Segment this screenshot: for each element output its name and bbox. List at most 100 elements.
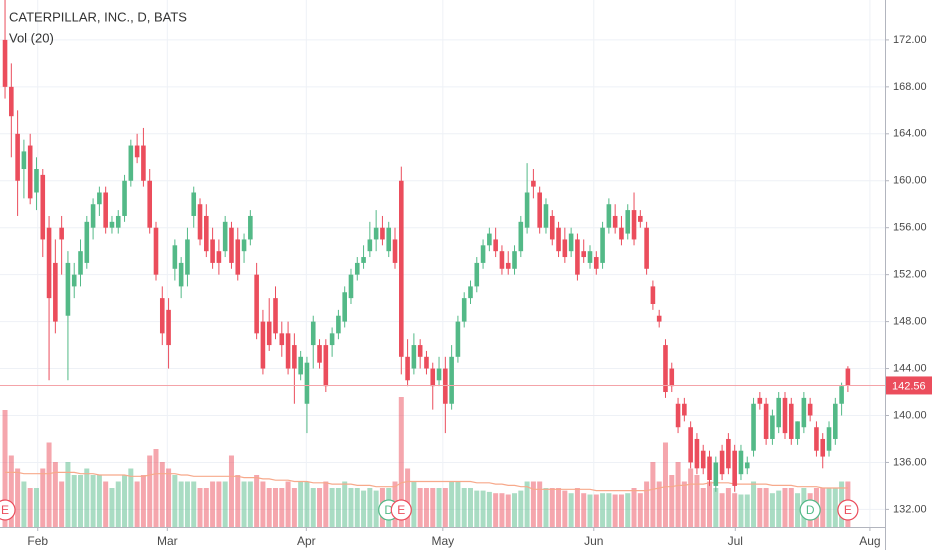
volume-bar bbox=[8, 455, 14, 527]
candle-body bbox=[285, 333, 291, 369]
volume-bar bbox=[574, 488, 580, 527]
volume-bar bbox=[556, 488, 562, 527]
candle-body bbox=[430, 368, 436, 387]
volume-bar bbox=[361, 490, 367, 527]
candle-body bbox=[436, 368, 442, 381]
volume-bar bbox=[581, 493, 587, 527]
candle-body bbox=[833, 403, 838, 439]
volume-bar bbox=[776, 490, 782, 527]
candle-body bbox=[468, 286, 473, 299]
volume-bar bbox=[254, 475, 260, 527]
candle-body bbox=[694, 438, 700, 469]
event-label: E bbox=[397, 503, 405, 517]
candle-body bbox=[751, 403, 756, 451]
volume-bar bbox=[486, 491, 492, 527]
volume-bar bbox=[518, 490, 524, 527]
candle-body bbox=[820, 438, 826, 457]
candle-body bbox=[512, 251, 517, 269]
volume-bar bbox=[90, 475, 96, 527]
candle-body bbox=[27, 145, 33, 199]
candle-body bbox=[122, 180, 127, 216]
candle-body bbox=[593, 257, 599, 269]
candle-body bbox=[524, 192, 530, 228]
volume-bar bbox=[260, 481, 266, 527]
candle-body bbox=[78, 251, 83, 275]
volume-bar bbox=[71, 475, 77, 527]
volume-bar bbox=[499, 493, 505, 527]
candle-body bbox=[9, 86, 14, 117]
y-tick-label: 152.00 bbox=[893, 269, 927, 281]
y-tick-label: 140.00 bbox=[893, 409, 927, 421]
candle-body bbox=[556, 227, 561, 252]
volume-bar bbox=[467, 488, 473, 527]
volume-bar bbox=[751, 481, 757, 527]
volume-bar bbox=[159, 462, 165, 527]
candle-body bbox=[222, 221, 228, 252]
volume-bar bbox=[417, 488, 423, 527]
volume-bar bbox=[2, 410, 8, 527]
volume-bar bbox=[241, 481, 247, 527]
candle-body bbox=[279, 333, 285, 346]
volume-bar bbox=[480, 490, 486, 527]
candle-body bbox=[600, 227, 605, 263]
volume-bar bbox=[405, 468, 411, 527]
volume-ma-line bbox=[5, 471, 848, 492]
volume-bar bbox=[122, 475, 128, 527]
candle-body bbox=[153, 227, 159, 275]
volume-bar bbox=[285, 481, 291, 527]
volume-bar bbox=[210, 481, 216, 527]
x-tick-label: May bbox=[431, 534, 454, 548]
candle-body bbox=[97, 192, 102, 205]
volume-bar bbox=[530, 481, 536, 527]
candle-body bbox=[612, 215, 618, 228]
volume-bar bbox=[411, 481, 417, 527]
candle-body bbox=[845, 368, 851, 386]
y-tick-label: 132.00 bbox=[893, 503, 927, 515]
candle-body bbox=[493, 239, 498, 252]
volume-bar bbox=[675, 462, 681, 527]
candle-body bbox=[638, 215, 643, 222]
volume-bar bbox=[140, 475, 146, 527]
volume-bar bbox=[568, 493, 574, 527]
candle-body bbox=[59, 227, 64, 240]
candle-body bbox=[562, 239, 568, 258]
volume-bar bbox=[681, 481, 687, 527]
volume-bar bbox=[757, 488, 763, 527]
candle-body bbox=[763, 403, 769, 439]
candle-body bbox=[21, 151, 27, 170]
volume-bar bbox=[134, 481, 140, 527]
price-axis-bg bbox=[885, 0, 932, 550]
candle-body bbox=[411, 345, 417, 369]
volume-bar bbox=[600, 493, 606, 527]
y-tick-label: 148.00 bbox=[893, 316, 927, 328]
volume-bar bbox=[342, 481, 348, 527]
volume-bar bbox=[656, 481, 662, 527]
candle-body bbox=[115, 215, 121, 228]
candle-body bbox=[354, 262, 360, 275]
volume-bar bbox=[430, 488, 436, 527]
volume-bar bbox=[21, 481, 27, 527]
candle-body bbox=[726, 438, 731, 469]
x-tick-label: Jun bbox=[584, 534, 603, 548]
candle-body bbox=[71, 274, 77, 287]
candle-body bbox=[128, 145, 134, 181]
volume-bar bbox=[84, 468, 90, 527]
candle-body bbox=[417, 345, 423, 357]
candle-body bbox=[631, 210, 637, 240]
candle-body bbox=[273, 298, 278, 334]
candle-body bbox=[317, 345, 322, 363]
candle-body bbox=[90, 204, 96, 228]
candle-body bbox=[304, 362, 310, 404]
candle-body bbox=[254, 274, 259, 334]
volume-bar bbox=[625, 493, 631, 527]
candle-body bbox=[392, 239, 398, 263]
volume-bar bbox=[373, 490, 379, 527]
candle-body bbox=[204, 215, 209, 252]
volume-bar bbox=[524, 481, 530, 527]
candle-body bbox=[241, 239, 247, 252]
x-tick-label: Feb bbox=[27, 534, 48, 548]
event-label: D bbox=[806, 503, 815, 517]
candle-body bbox=[650, 286, 656, 304]
candle-body bbox=[367, 239, 373, 252]
